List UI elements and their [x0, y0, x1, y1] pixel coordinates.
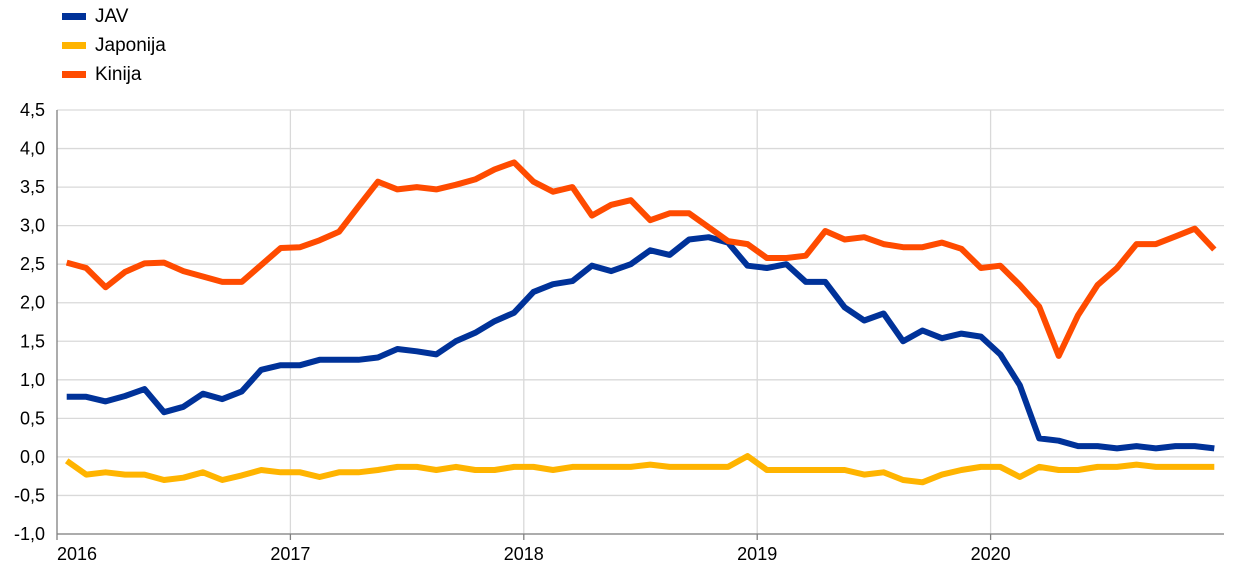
y-tick-label: 2,0 — [20, 293, 45, 313]
y-tick-label: 3,5 — [20, 177, 45, 197]
x-tick-label: 2017 — [270, 544, 310, 564]
y-tick-label: 0,0 — [20, 447, 45, 467]
y-tick-label: -1,0 — [14, 524, 45, 544]
legend-label-kinija: Kinija — [95, 63, 142, 85]
y-tick-label: 1,5 — [20, 331, 45, 351]
legend-item-jav: JAV — [62, 2, 166, 31]
legend: JAV Japonija Kinija — [62, 2, 166, 89]
y-tick-label: 4,5 — [20, 100, 45, 120]
legend-swatch-japonija — [62, 42, 86, 49]
series-line-kinija — [65, 159, 1217, 359]
y-tick-label: 4,0 — [20, 139, 45, 159]
legend-label-japonija: Japonija — [95, 34, 166, 56]
y-tick-label: 1,0 — [20, 370, 45, 390]
y-tick-label: -0,5 — [14, 485, 45, 505]
y-tick-label: 3,0 — [20, 216, 45, 236]
legend-swatch-kinija — [62, 71, 86, 78]
series-line-japonija — [64, 453, 1215, 486]
series-line-jav — [66, 234, 1215, 452]
x-tick-label: 2020 — [971, 544, 1011, 564]
y-tick-label: 2,5 — [20, 254, 45, 274]
legend-label-jav: JAV — [95, 5, 129, 27]
x-tick-label: 2019 — [737, 544, 777, 564]
y-tick-label: 0,5 — [20, 408, 45, 428]
legend-item-japonija: Japonija — [62, 31, 166, 60]
x-tick-label: 2016 — [57, 544, 97, 564]
x-tick-label: 2018 — [504, 544, 544, 564]
legend-item-kinija: Kinija — [62, 60, 166, 89]
legend-swatch-jav — [62, 13, 86, 20]
